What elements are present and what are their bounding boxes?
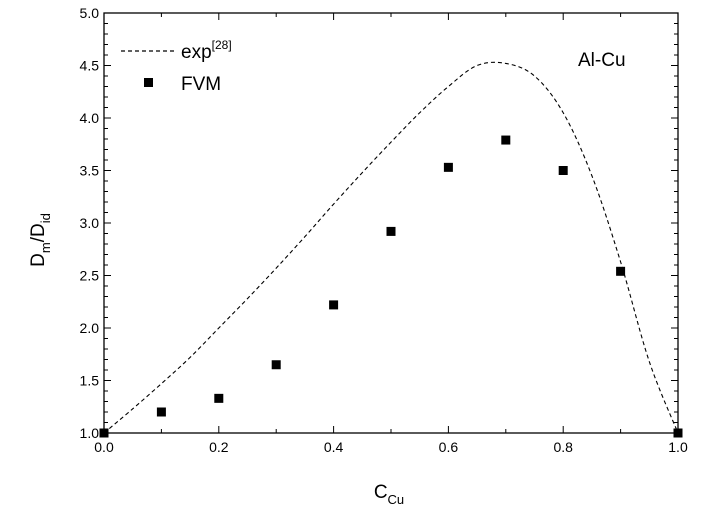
y-axis-title-sub1: m [38, 242, 53, 253]
x-tick-label: 0.2 [209, 439, 229, 455]
fvm-point [673, 428, 683, 438]
legend-exp-name: exp [181, 42, 212, 63]
legend-fvm-marker [144, 78, 153, 87]
y-tick-label: 4.5 [80, 58, 100, 74]
y-axis-ticks: 1.0 1.5 2.0 2.5 3.0 3.5 4.0 4.5 5.0 [80, 5, 678, 441]
fvm-point [558, 166, 568, 175]
x-tick-label: 0.8 [553, 439, 573, 455]
y-axis-title-main2: /D [28, 223, 49, 242]
y-axis-title-main1: D [28, 253, 49, 267]
legend-exp-label: exp[28] [181, 38, 232, 63]
legend-fvm-label: FVM [181, 74, 221, 95]
fvm-point [271, 360, 281, 370]
y-axis-title-sub2: id [38, 213, 53, 223]
x-axis-title: CCu [374, 482, 404, 507]
series-layer [99, 61, 683, 438]
y-tick-label: 3.5 [80, 163, 100, 179]
fvm-point [156, 407, 166, 417]
y-tick-label: 3.0 [80, 215, 100, 231]
y-tick-label: 2.5 [80, 268, 100, 284]
legend-exp-ref: [28] [212, 38, 232, 52]
x-tick-label: 0.4 [324, 439, 344, 455]
x-axis-title-main: C [374, 482, 388, 503]
y-tick-label: 4.0 [80, 110, 100, 126]
y-tick-label: 1.0 [80, 425, 100, 441]
y-axis-title: Dm/Did [28, 213, 53, 267]
x-axis-title-sub: Cu [388, 492, 405, 507]
fvm-point [443, 162, 453, 172]
fvm-point [616, 266, 626, 276]
fvm-point [501, 135, 511, 145]
y-tick-label: 5.0 [80, 5, 100, 21]
x-tick-label: 1.0 [668, 439, 688, 455]
fvm-point [214, 393, 224, 403]
fvm-point [329, 300, 339, 310]
x-tick-label: 0.6 [439, 439, 459, 455]
y-tick-label: 2.0 [80, 320, 100, 336]
legend: exp[28] FVM [121, 38, 232, 95]
fvm-point [386, 226, 396, 236]
fvm-point [99, 428, 109, 438]
x-tick-label: 0.0 [94, 439, 114, 455]
y-tick-label: 1.5 [80, 373, 100, 389]
x-axis-ticks: 0.0 0.2 0.4 0.6 0.8 1.0 [94, 13, 688, 455]
series-exp-line [103, 61, 679, 434]
alloy-annotation: Al-Cu [578, 50, 626, 71]
